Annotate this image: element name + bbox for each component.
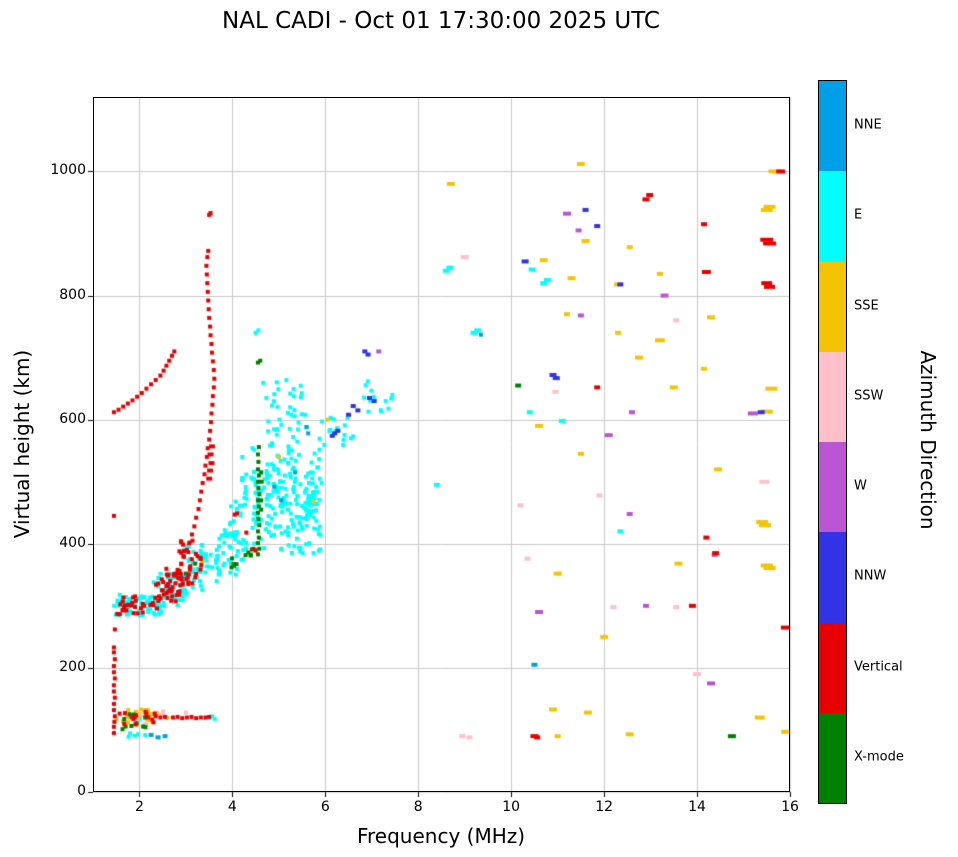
colorbar-label-sse: SSE: [854, 298, 879, 314]
colorbar-segment-w: [819, 442, 846, 533]
colorbar-label-e: E: [854, 207, 863, 223]
colorbar-label-w: W: [854, 478, 867, 494]
colorbar-label-x-mode: X-mode: [854, 749, 904, 765]
x-tick-label: 6: [320, 799, 330, 815]
y-tick-label: 1000: [50, 162, 86, 179]
colorbar-segment-vertical: [819, 622, 846, 713]
colorbar-label-vertical: Vertical: [854, 659, 903, 675]
colorbar-segment-x-mode: [819, 712, 846, 803]
x-axis-label: Frequency (MHz): [356, 824, 526, 848]
colorbar-segment-nne: [819, 81, 846, 172]
colorbar-label-ssw: SSW: [854, 388, 884, 404]
colorbar-label-nne: NNE: [854, 117, 882, 133]
y-tick-label: 200: [59, 658, 86, 675]
colorbar-axis-label: Azimuth Direction: [916, 350, 940, 530]
y-axis-label: Virtual height (km): [10, 349, 34, 539]
x-tick-label: 2: [134, 799, 144, 815]
y-tick-label: 600: [59, 410, 86, 427]
y-tick-label: 800: [59, 286, 86, 303]
x-tick-label: 14: [688, 799, 706, 815]
colorbar-segment-sse: [819, 261, 846, 352]
y-tick-label: 400: [59, 534, 86, 551]
x-tick-label: 8: [413, 799, 423, 815]
chart-title: NAL CADI - Oct 01 17:30:00 2025 UTC: [222, 8, 660, 34]
colorbar-segment-ssw: [819, 351, 846, 442]
colorbar: [818, 80, 847, 804]
x-tick-label: 10: [502, 799, 521, 815]
x-tick-label: 16: [781, 799, 799, 815]
colorbar-segment-e: [819, 171, 846, 262]
y-tick-label: 0: [77, 783, 86, 799]
colorbar-segment-nnw: [819, 532, 846, 623]
colorbar-label-nnw: NNW: [854, 568, 887, 584]
x-tick-label: 4: [227, 799, 237, 815]
x-tick-label: 12: [595, 799, 614, 815]
